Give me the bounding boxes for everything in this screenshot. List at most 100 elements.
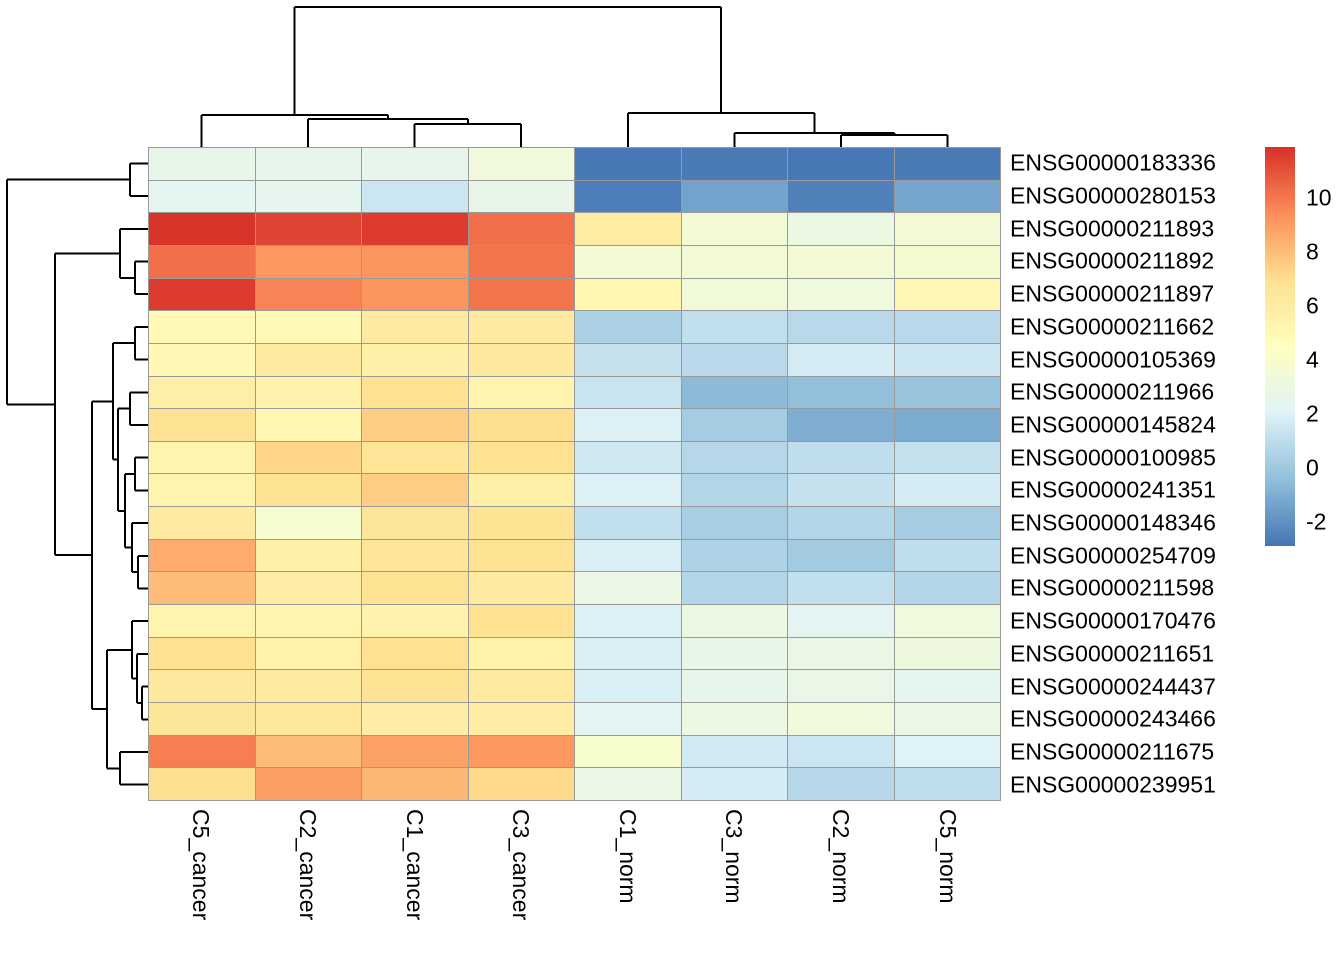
heatmap-cell bbox=[681, 245, 787, 278]
heatmap-cell bbox=[894, 539, 1000, 572]
heatmap-cell bbox=[788, 311, 894, 343]
heatmap-grid bbox=[148, 147, 1001, 801]
heatmap-cell bbox=[894, 605, 1000, 637]
heatmap-cell bbox=[362, 605, 468, 637]
heatmap-cell bbox=[788, 278, 894, 311]
heatmap-cell bbox=[788, 376, 894, 409]
column-dendrogram bbox=[200, 6, 949, 147]
heatmap-cell bbox=[575, 343, 681, 376]
heatmap-cell bbox=[362, 311, 468, 343]
row-label: ENSG00000170476 bbox=[1010, 607, 1216, 634]
heatmap-cell bbox=[362, 768, 468, 800]
heatmap-cell bbox=[788, 670, 894, 703]
column-label: C2_cancer bbox=[294, 809, 321, 921]
row-label: ENSG00000105369 bbox=[1010, 346, 1216, 373]
heatmap-cell bbox=[788, 768, 894, 800]
row-label: ENSG00000211893 bbox=[1010, 215, 1215, 242]
heatmap-cell bbox=[894, 278, 1000, 311]
heatmap-cell bbox=[362, 572, 468, 605]
heatmap-cell bbox=[894, 735, 1000, 768]
heatmap-cell bbox=[255, 311, 361, 343]
heatmap-cell bbox=[681, 703, 787, 735]
heatmap-cell bbox=[149, 703, 255, 735]
heatmap-cell bbox=[468, 148, 574, 180]
heatmap-cell bbox=[255, 735, 361, 768]
heatmap-cell bbox=[894, 474, 1000, 507]
heatmap-cell bbox=[255, 703, 361, 735]
heatmap-cell bbox=[681, 768, 787, 800]
heatmap-cell bbox=[681, 441, 787, 474]
row-label: ENSG00000183336 bbox=[1010, 149, 1216, 176]
heatmap-cell bbox=[788, 409, 894, 441]
heatmap-cell bbox=[575, 148, 681, 180]
heatmap-cell bbox=[894, 376, 1000, 409]
row-label: ENSG00000211598 bbox=[1010, 574, 1215, 601]
heatmap-cell bbox=[575, 572, 681, 605]
heatmap-cell bbox=[362, 376, 468, 409]
heatmap-cell bbox=[362, 245, 468, 278]
heatmap-cell bbox=[575, 441, 681, 474]
legend-tick-label: 8 bbox=[1306, 238, 1319, 265]
heatmap-cell bbox=[894, 343, 1000, 376]
heatmap-cell bbox=[681, 213, 787, 245]
heatmap-cell bbox=[681, 735, 787, 768]
heatmap-cell bbox=[468, 703, 574, 735]
heatmap-cell bbox=[788, 343, 894, 376]
heatmap-cell bbox=[149, 441, 255, 474]
heatmap-cell bbox=[255, 670, 361, 703]
heatmap-cell bbox=[894, 670, 1000, 703]
column-label: C3_norm bbox=[721, 809, 748, 904]
heatmap-cell bbox=[362, 441, 468, 474]
legend-gradient-bar bbox=[1265, 146, 1295, 547]
heatmap-cell bbox=[575, 539, 681, 572]
row-dendrogram bbox=[6, 162, 148, 786]
row-label: ENSG00000211651 bbox=[1010, 640, 1215, 667]
row-label: ENSG00000243466 bbox=[1010, 705, 1216, 732]
heatmap-cell bbox=[149, 670, 255, 703]
heatmap-cell bbox=[362, 539, 468, 572]
row-label: ENSG00000254709 bbox=[1010, 542, 1216, 569]
heatmap-cell bbox=[255, 768, 361, 800]
heatmap-cell bbox=[468, 539, 574, 572]
heatmap-cell bbox=[468, 180, 574, 213]
heatmap-cell bbox=[255, 376, 361, 409]
heatmap-cell bbox=[362, 148, 468, 180]
heatmap-cell bbox=[788, 735, 894, 768]
heatmap-cell bbox=[362, 213, 468, 245]
heatmap-cell bbox=[894, 409, 1000, 441]
column-label: C1_cancer bbox=[401, 809, 428, 921]
heatmap-cell bbox=[575, 376, 681, 409]
heatmap-cell bbox=[894, 245, 1000, 278]
heatmap-cell bbox=[468, 637, 574, 670]
heatmap-cell bbox=[575, 703, 681, 735]
heatmap-cell bbox=[681, 180, 787, 213]
heatmap-cell bbox=[468, 213, 574, 245]
row-label: ENSG00000211892 bbox=[1010, 247, 1215, 274]
heatmap-cell bbox=[681, 311, 787, 343]
row-label: ENSG00000211675 bbox=[1010, 738, 1215, 765]
heatmap-cell bbox=[468, 245, 574, 278]
heatmap-cell bbox=[362, 637, 468, 670]
heatmap-cell bbox=[362, 670, 468, 703]
heatmap-cell bbox=[681, 474, 787, 507]
heatmap-cell bbox=[149, 539, 255, 572]
column-label: C5_norm bbox=[934, 809, 961, 904]
heatmap-cell bbox=[681, 572, 787, 605]
row-label: ENSG00000244437 bbox=[1010, 673, 1216, 700]
legend-tick-label: 2 bbox=[1306, 400, 1319, 427]
heatmap-cell bbox=[468, 507, 574, 539]
heatmap-cell bbox=[468, 441, 574, 474]
heatmap-cell bbox=[468, 311, 574, 343]
heatmap-cell bbox=[255, 278, 361, 311]
heatmap-cell bbox=[894, 441, 1000, 474]
heatmap-cell bbox=[255, 245, 361, 278]
heatmap-cell bbox=[255, 180, 361, 213]
row-label: ENSG00000241351 bbox=[1010, 476, 1216, 503]
heatmap-cell bbox=[255, 343, 361, 376]
heatmap-cell bbox=[468, 735, 574, 768]
heatmap-cell bbox=[255, 507, 361, 539]
heatmap-cell bbox=[255, 572, 361, 605]
heatmap-cell bbox=[362, 507, 468, 539]
